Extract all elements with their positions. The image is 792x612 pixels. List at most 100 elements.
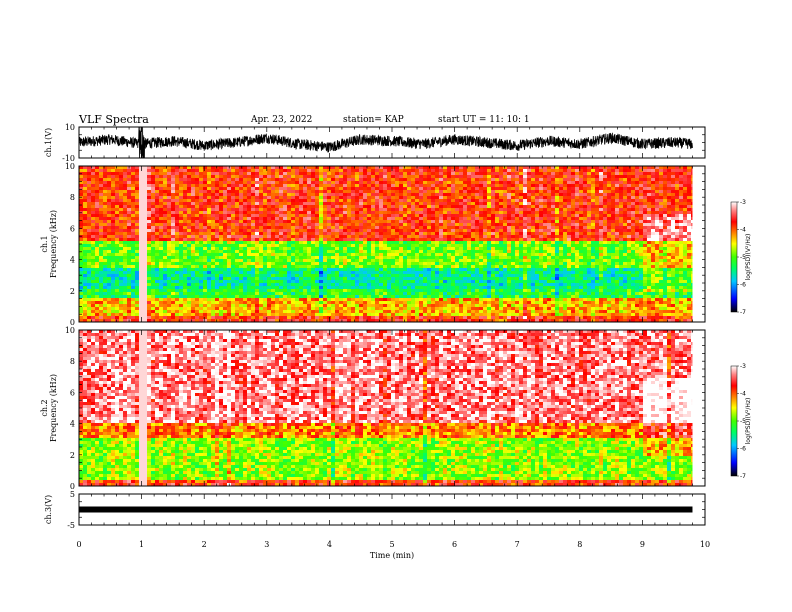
spectrogram-cell	[371, 286, 375, 289]
spectrogram-cell	[291, 268, 295, 271]
spectrogram-cell	[319, 289, 323, 292]
spectrogram-cell	[223, 244, 227, 247]
spectrogram-cell	[435, 241, 439, 244]
spectrogram-cell	[375, 211, 379, 214]
spectrogram-cell	[291, 241, 295, 244]
spectrogram-cell	[399, 280, 403, 283]
spectrogram-cell	[431, 319, 435, 322]
spectrogram-cell	[271, 205, 275, 208]
spectrogram-cell	[91, 289, 95, 292]
spectrogram-cell	[215, 238, 219, 241]
spectrogram-cell	[171, 310, 175, 313]
spectrogram-cell	[123, 250, 127, 253]
spectrogram-cell	[203, 244, 207, 247]
spectrogram-cell	[243, 238, 247, 241]
spectrogram-cell	[207, 220, 211, 223]
spectrogram-cell	[167, 259, 171, 262]
spectrogram-cell	[275, 217, 279, 220]
spectrogram-cell	[251, 253, 255, 256]
spectrogram-cell	[247, 265, 251, 268]
spectrogram-cell	[295, 295, 299, 298]
spectrogram-cell	[407, 304, 411, 307]
spectrogram-cell	[87, 244, 91, 247]
spectrogram-cell	[191, 319, 195, 322]
spectrogram-cell	[235, 238, 239, 241]
spectrogram-cell	[331, 169, 335, 172]
spectrogram-cell	[215, 232, 219, 235]
spectrogram-cell	[115, 292, 119, 295]
spectrogram-cell	[295, 244, 299, 247]
spectrogram-cell	[199, 313, 203, 316]
spectrogram-cell	[151, 286, 155, 289]
spectrogram-cell	[199, 238, 203, 241]
spectrogram-cell	[79, 223, 83, 226]
spectrogram-cell	[451, 193, 455, 196]
spectrogram-cell	[367, 253, 371, 256]
spectrogram-cell	[247, 262, 251, 265]
spectrogram-cell	[299, 169, 303, 172]
spectrogram-cell	[295, 292, 299, 295]
spectrogram-cell	[167, 280, 171, 283]
spectrogram-cell	[347, 232, 351, 235]
spectrogram-cell	[343, 211, 347, 214]
spectrogram-cell	[231, 238, 235, 241]
spectrogram-cell	[423, 196, 427, 199]
spectrogram-cell	[271, 286, 275, 289]
spectrogram-cell	[451, 208, 455, 211]
spectrogram-cell	[219, 307, 223, 310]
spectrogram-cell	[303, 277, 307, 280]
spectrogram-cell	[247, 175, 251, 178]
spectrogram-cell	[91, 280, 95, 283]
spectrogram-cell	[83, 277, 87, 280]
spectrogram-cell	[131, 175, 135, 178]
spectrogram-cell	[151, 217, 155, 220]
spectrogram-cell	[195, 283, 199, 286]
spectrogram-cell	[359, 175, 363, 178]
spectrogram-cell	[299, 241, 303, 244]
spectrogram-cell	[427, 178, 431, 181]
spectrogram-cell	[403, 247, 407, 250]
spectrogram-cell	[343, 313, 347, 316]
spectrogram-cell	[291, 211, 295, 214]
spectrogram-cell	[363, 301, 367, 304]
spectrogram-cell	[431, 271, 435, 274]
spectrogram-cell	[155, 271, 159, 274]
spectrogram-cell	[427, 226, 431, 229]
spectrogram-cell	[183, 283, 187, 286]
spectrogram-cell	[315, 313, 319, 316]
spectrogram-cell	[407, 172, 411, 175]
spectrogram-cell	[299, 199, 303, 202]
spectrogram-cell	[91, 313, 95, 316]
spectrogram-cell	[431, 238, 435, 241]
spectrogram-cell	[271, 247, 275, 250]
spectrogram-cell	[227, 223, 231, 226]
spectrogram-cell	[399, 319, 403, 322]
spectrogram-cell	[155, 277, 159, 280]
spectrogram-cell	[191, 193, 195, 196]
spectrogram-cell	[87, 280, 91, 283]
spectrogram-cell	[123, 304, 127, 307]
spectrogram-cell	[351, 205, 355, 208]
spectrogram-cell	[367, 256, 371, 259]
spectrogram-cell	[251, 289, 255, 292]
spectrogram-cell	[403, 199, 407, 202]
spectrogram-cell	[227, 259, 231, 262]
spectrogram-cell	[323, 289, 327, 292]
spectrogram-cell	[319, 307, 323, 310]
spectrogram-cell	[183, 232, 187, 235]
spectrogram-cell	[283, 283, 287, 286]
spectrogram-cell	[123, 241, 127, 244]
spectrogram-cell	[391, 256, 395, 259]
spectrogram-cell	[203, 313, 207, 316]
spectrogram-cell	[287, 310, 291, 313]
spectrogram-cell	[439, 310, 443, 313]
spectrogram-cell	[275, 205, 279, 208]
spectrogram-cell	[243, 310, 247, 313]
spectrogram-cell	[375, 277, 379, 280]
spectrogram-cell	[363, 271, 367, 274]
spectrogram-cell	[431, 310, 435, 313]
spectrogram-cell	[283, 292, 287, 295]
spectrogram-cell	[195, 301, 199, 304]
spectrogram-cell	[415, 175, 419, 178]
spectrogram-cell	[255, 250, 259, 253]
